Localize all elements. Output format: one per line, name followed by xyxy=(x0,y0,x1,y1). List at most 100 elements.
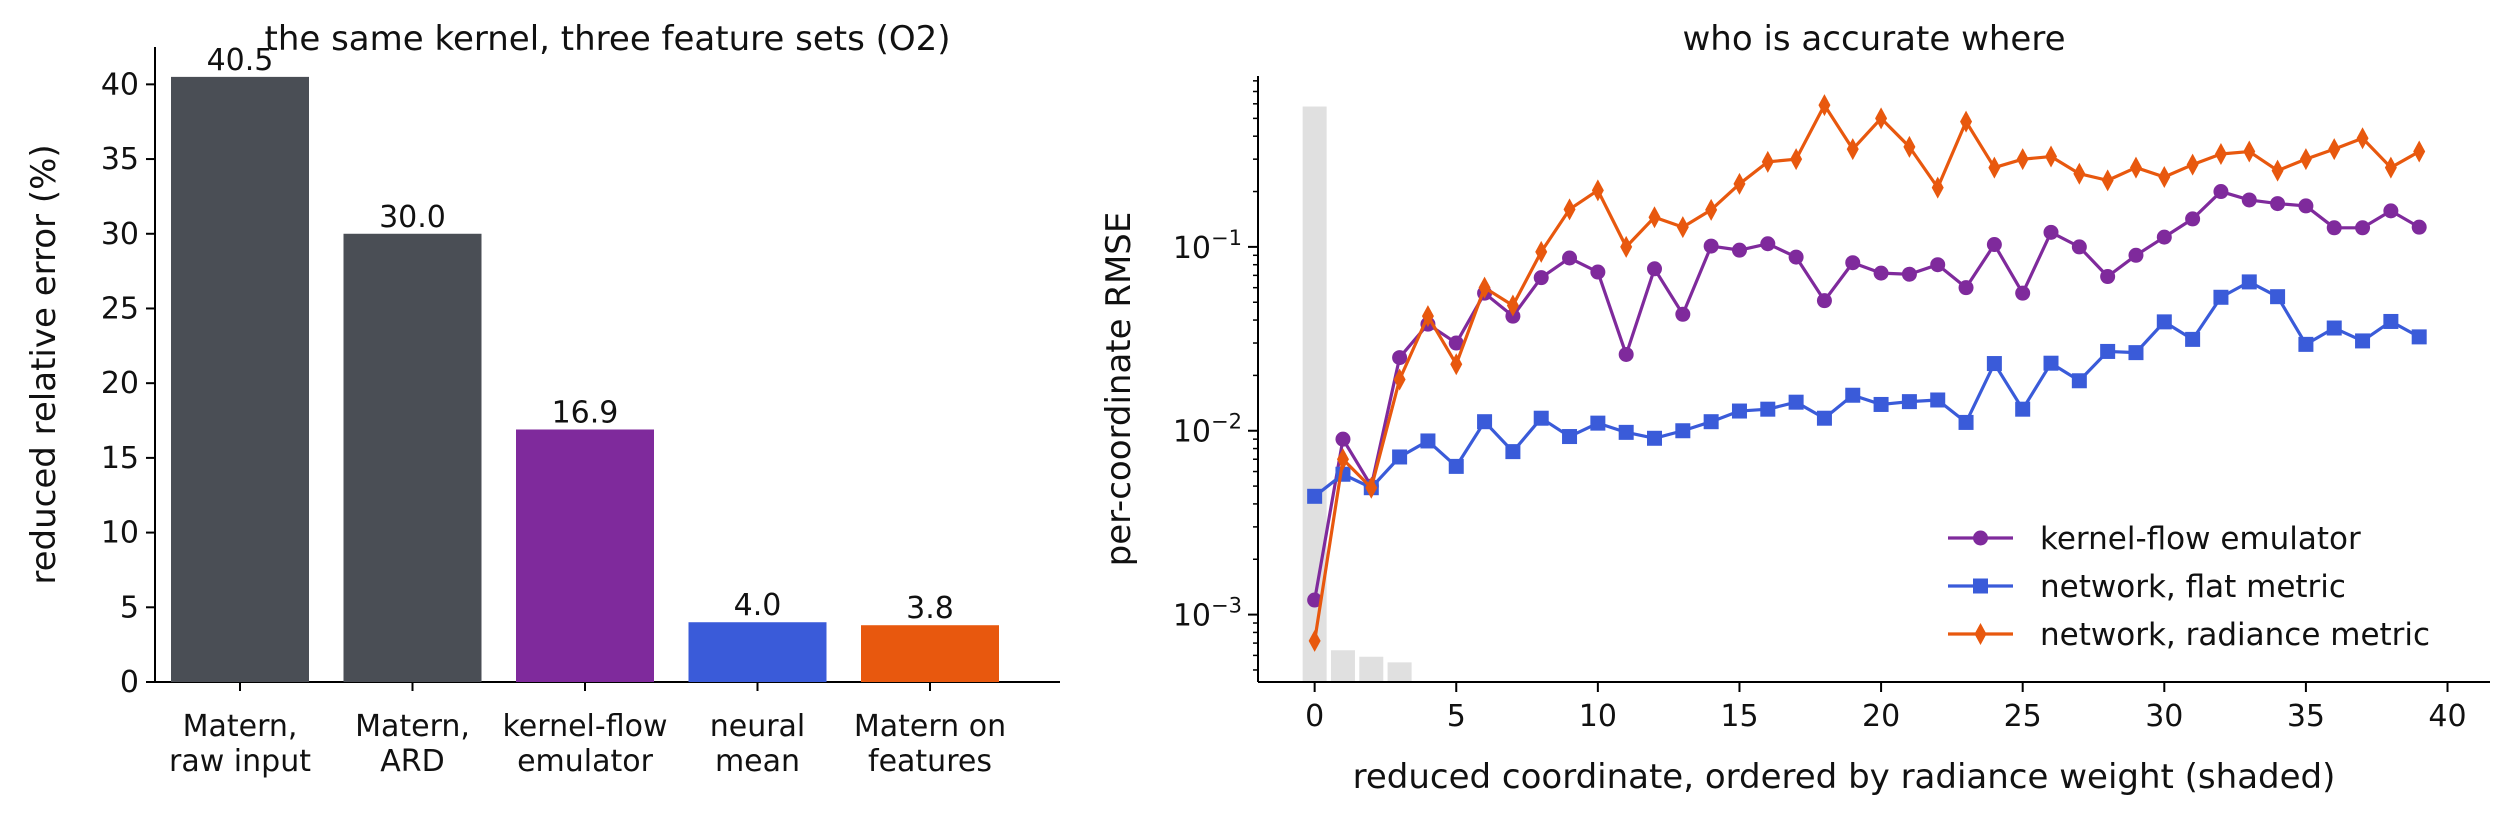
data-point-diamond xyxy=(1903,135,1916,158)
bar-value-label: 40.5 xyxy=(207,43,274,78)
legend-label: kernel-flow emulator xyxy=(2040,521,2361,557)
data-point-diamond xyxy=(1818,94,1831,117)
data-point-diamond xyxy=(2243,140,2256,163)
data-point-diamond xyxy=(1478,276,1491,299)
x-tick-label: emulator xyxy=(517,744,654,779)
bar xyxy=(171,76,309,683)
data-point-circle xyxy=(2100,269,2116,285)
bar-chart-panel: the same kernel, three feature sets (O2)… xyxy=(24,19,1060,779)
data-point-square xyxy=(1816,410,1832,426)
radiance-weight-shade-bar xyxy=(1387,662,1412,682)
data-point-circle xyxy=(1448,335,1464,351)
series-line xyxy=(1313,103,2420,642)
data-point-diamond xyxy=(2073,162,2086,185)
legend-label: network, flat metric xyxy=(2040,569,2346,605)
data-point-circle xyxy=(1307,592,1323,608)
data-point-circle xyxy=(1590,264,1606,280)
data-point-diamond xyxy=(1506,294,1519,317)
y-tick-exponent: −1 xyxy=(1211,226,1242,250)
series-line xyxy=(1313,189,2420,601)
data-point-square xyxy=(1448,458,1464,474)
data-point-square xyxy=(1533,410,1549,426)
data-point-diamond xyxy=(2016,148,2029,171)
y-tick-label: 25 xyxy=(101,291,139,326)
data-point-diamond xyxy=(2186,153,2199,176)
x-tick-label: 0 xyxy=(1305,699,1324,734)
data-point-square xyxy=(1675,423,1691,439)
data-point-circle xyxy=(1533,270,1549,286)
data-point-diamond xyxy=(1421,305,1434,328)
x-tick-label: mean xyxy=(715,744,800,779)
data-point-circle xyxy=(1618,346,1634,362)
data-point-square xyxy=(1477,414,1493,430)
data-point-circle xyxy=(1731,242,1747,258)
data-point-circle xyxy=(2270,196,2286,212)
x-tick-label: neural xyxy=(710,709,806,744)
data-point-circle xyxy=(1958,280,1974,296)
bar-value-label: 16.9 xyxy=(552,395,619,430)
y-axis-label: per-coordinate RMSE xyxy=(1099,212,1139,567)
x-tick-label: 40 xyxy=(2428,699,2466,734)
data-point-circle xyxy=(2015,285,2031,301)
data-point-diamond xyxy=(1450,353,1463,376)
data-point-circle xyxy=(2298,198,2314,214)
data-point-diamond xyxy=(2413,140,2426,163)
data-point-circle xyxy=(2383,203,2399,219)
data-point-circle xyxy=(1335,431,1351,447)
data-point-square xyxy=(1731,403,1747,419)
x-tick-label: 5 xyxy=(1447,699,1466,734)
bar-value-label: 30.0 xyxy=(379,200,446,235)
data-point-square xyxy=(1392,449,1408,465)
y-tick-exponent: −2 xyxy=(1211,410,1242,434)
data-point-circle xyxy=(2241,192,2257,208)
data-point-circle xyxy=(2355,220,2371,236)
data-point-circle xyxy=(1647,261,1663,277)
x-tick-label: ARD xyxy=(380,744,444,779)
data-point-diamond xyxy=(1733,172,1746,195)
y-tick-label: 15 xyxy=(101,441,139,476)
bar xyxy=(343,233,482,682)
y-tick-label: 10−1 xyxy=(1173,226,1242,266)
data-point-diamond xyxy=(1676,216,1689,239)
data-point-square xyxy=(2185,331,2201,347)
series-line xyxy=(1313,280,2420,498)
data-point-diamond xyxy=(2045,145,2058,168)
data-point-diamond xyxy=(1761,150,1774,173)
data-point-diamond xyxy=(2158,165,2171,188)
y-tick-label: 0 xyxy=(120,665,139,700)
data-point-square xyxy=(1958,414,1974,430)
y-tick-label: 20 xyxy=(101,366,139,401)
y-tick-base: 10 xyxy=(1173,231,1211,266)
data-point-circle xyxy=(1392,350,1408,366)
radiance-weight-shade-bar xyxy=(1359,656,1384,682)
data-point-diamond xyxy=(2384,156,2397,179)
data-point-circle xyxy=(1986,237,2002,253)
data-point-circle xyxy=(1562,250,1578,266)
data-point-circle xyxy=(1760,236,1776,252)
data-point-square xyxy=(2100,343,2116,359)
data-point-circle xyxy=(1930,257,1946,273)
data-point-circle xyxy=(1675,306,1691,322)
data-point-square xyxy=(1973,578,1988,594)
data-point-circle xyxy=(2326,220,2342,236)
data-point-circle xyxy=(2043,224,2059,240)
line-chart-title: who is accurate where xyxy=(1683,19,2066,59)
data-point-diamond xyxy=(2328,138,2341,161)
y-tick-label: 5 xyxy=(120,590,139,625)
data-point-diamond xyxy=(1308,629,1321,652)
data-point-square xyxy=(2043,355,2059,371)
data-point-square xyxy=(2128,345,2144,361)
data-point-diamond xyxy=(1620,235,1633,258)
data-point-square xyxy=(1930,392,1946,408)
data-point-diamond xyxy=(2129,156,2142,179)
data-point-diamond xyxy=(1648,206,1661,229)
x-tick-label: Matern, xyxy=(183,709,298,744)
y-tick-label: 40 xyxy=(101,67,139,102)
legend-label: network, radiance metric xyxy=(2040,617,2430,653)
x-tick-label: 10 xyxy=(1579,699,1617,734)
data-point-square xyxy=(2270,289,2286,305)
bar-chart-title: the same kernel, three feature sets (O2) xyxy=(264,19,950,59)
data-point-diamond xyxy=(1988,156,2001,179)
data-point-square xyxy=(2411,329,2427,345)
